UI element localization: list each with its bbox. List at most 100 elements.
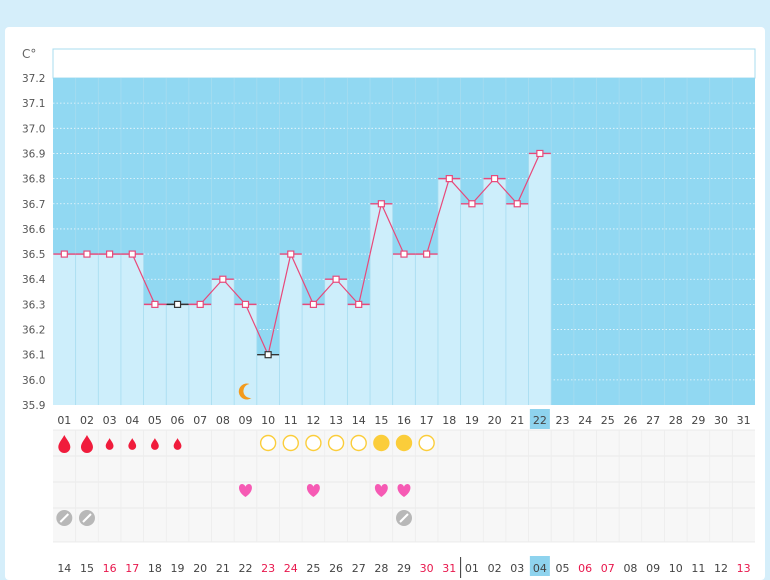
x-tick-label: 23 (556, 414, 570, 427)
cycle-date-label: 15 (80, 562, 94, 575)
temperature-point (423, 250, 431, 258)
temperature-point (355, 300, 363, 308)
fertile-circle-icon (327, 434, 345, 452)
y-tick-label: 36.3 (22, 299, 45, 311)
cycle-date-label: 05 (556, 562, 570, 575)
temperature-point (468, 200, 476, 208)
temperature-bar (188, 304, 212, 405)
cycle-date-label: 04 (533, 562, 547, 575)
temperature-bar (415, 254, 438, 405)
temperature-bar (53, 254, 76, 405)
temperature-point (332, 275, 340, 283)
x-tick-label: 04 (125, 414, 139, 427)
temperature-point (173, 300, 182, 308)
y-tick-label: 36.8 (22, 174, 45, 186)
plot-top-strip (52, 48, 756, 79)
y-tick-label: 36.1 (22, 350, 45, 362)
temperature-point (309, 300, 318, 308)
cycle-date-label: 14 (57, 562, 71, 575)
temperature-point (536, 149, 544, 158)
temperature-bar (75, 254, 99, 405)
temperature-bar (234, 304, 257, 405)
x-tick-label: 05 (148, 414, 162, 427)
temperature-point (513, 200, 521, 208)
heart-icon (239, 484, 252, 497)
temperature-bar (347, 304, 371, 405)
x-tick-label: 31 (737, 414, 751, 427)
y-tick-label: 37.0 (22, 123, 45, 135)
x-tick-label: 10 (261, 414, 275, 427)
temperature-bar (324, 279, 348, 405)
cycle-date-label: 10 (669, 562, 683, 575)
temperature-point (400, 250, 408, 258)
cycle-date-label: 11 (691, 562, 705, 575)
temperature-bar (166, 304, 189, 405)
temperature-point (106, 250, 114, 258)
cycle-date-label: 22 (238, 562, 252, 575)
x-tick-label: 28 (669, 414, 683, 427)
selected-date-highlight (529, 556, 550, 576)
cycle-date-label: 25 (306, 562, 320, 575)
selected-day-highlight (529, 409, 550, 429)
temperature-point (445, 175, 453, 183)
cycle-date-label: 01 (465, 562, 479, 575)
temperature-bar (211, 279, 235, 405)
fertile-circle-icon (259, 434, 277, 452)
cycle-date-label: 18 (148, 562, 162, 575)
temperature-bar (279, 254, 303, 405)
y-tick-label: 36.5 (22, 249, 45, 261)
temperature-point (128, 250, 136, 258)
y-tick-label: 36.9 (22, 148, 45, 160)
cycle-date-label: 07 (601, 562, 615, 575)
y-tick-label: 36.6 (22, 224, 46, 236)
x-tick-label: 07 (193, 414, 207, 427)
fertile-circle-icon (305, 434, 322, 452)
temperature-line (64, 153, 541, 357)
cycle-date-label: 03 (510, 562, 524, 575)
temperature-point (151, 300, 159, 308)
temperature-bar (460, 203, 484, 405)
x-tick-label: 08 (216, 414, 230, 427)
cycle-date-label: 20 (193, 562, 207, 575)
x-tick-label: 27 (646, 414, 660, 427)
x-tick-label: 29 (691, 414, 705, 427)
temperature-bar (505, 203, 529, 405)
fertile-circle-icon (418, 434, 435, 452)
cycle-date-label: 28 (374, 562, 388, 575)
temperature-bar (392, 254, 416, 405)
y-tick-label: 36.4 (22, 274, 46, 286)
x-tick-label: 15 (374, 414, 388, 427)
cycle-date-label: 26 (329, 562, 343, 575)
y-tick-label: 35.9 (22, 400, 45, 412)
cycle-date-label: 13 (737, 562, 751, 575)
x-tick-label: 13 (329, 414, 343, 427)
temperature-point (196, 300, 204, 308)
period-drop-icon (128, 438, 137, 450)
temperature-bar (98, 254, 121, 405)
pill-icon-stripe (59, 513, 70, 523)
temperature-bar (528, 153, 552, 405)
x-tick-label: 17 (420, 414, 434, 427)
y-axis-unit-label: C° (22, 47, 36, 61)
fertile-filled-circle-icon (373, 434, 390, 452)
x-tick-label: 14 (352, 414, 366, 427)
temperature-point (219, 275, 227, 283)
x-tick-label: 30 (714, 414, 728, 427)
y-tick-label: 36.0 (22, 375, 45, 387)
period-drop-icon (80, 435, 93, 453)
x-tick-label: 11 (284, 414, 298, 427)
temperature-bar (256, 354, 280, 405)
cycle-date-label: 27 (352, 562, 366, 575)
x-tick-label: 26 (623, 414, 637, 427)
y-tick-label: 37.1 (22, 98, 45, 110)
cycle-date-label: 06 (578, 562, 592, 575)
heart-icon (374, 484, 388, 497)
x-tick-label: 18 (442, 414, 456, 427)
temperature-point (490, 175, 499, 183)
heart-icon (306, 484, 320, 497)
temperature-bar (483, 178, 506, 405)
temperature-bar (370, 203, 393, 405)
fertile-circle-icon (282, 434, 299, 452)
x-tick-label: 09 (238, 414, 252, 427)
